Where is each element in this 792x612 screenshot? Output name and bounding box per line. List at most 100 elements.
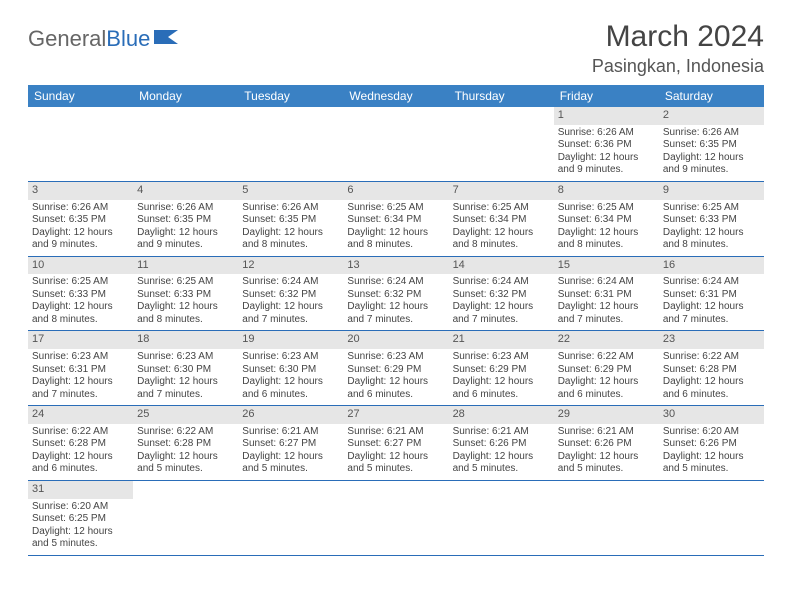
- day-details: Sunrise: 6:24 AMSunset: 6:31 PMDaylight:…: [554, 274, 659, 330]
- day-number: 3: [28, 182, 133, 200]
- day-header: Tuesday: [238, 85, 343, 107]
- day-details: Sunrise: 6:25 AMSunset: 6:33 PMDaylight:…: [659, 200, 764, 256]
- day-header: Monday: [133, 85, 238, 107]
- calendar-cell: 11Sunrise: 6:25 AMSunset: 6:33 PMDayligh…: [133, 256, 238, 331]
- day-details: Sunrise: 6:25 AMSunset: 6:34 PMDaylight:…: [554, 200, 659, 256]
- day-number: 2: [659, 107, 764, 125]
- calendar-cell: [449, 107, 554, 181]
- day-number: 22: [554, 331, 659, 349]
- calendar-cell: 9Sunrise: 6:25 AMSunset: 6:33 PMDaylight…: [659, 181, 764, 256]
- day-number: 1: [554, 107, 659, 125]
- day-number: 4: [133, 182, 238, 200]
- calendar-cell: 24Sunrise: 6:22 AMSunset: 6:28 PMDayligh…: [28, 406, 133, 481]
- calendar-table: SundayMondayTuesdayWednesdayThursdayFrid…: [28, 85, 764, 556]
- calendar-week-row: 31Sunrise: 6:20 AMSunset: 6:25 PMDayligh…: [28, 480, 764, 555]
- calendar-cell: 30Sunrise: 6:20 AMSunset: 6:26 PMDayligh…: [659, 406, 764, 481]
- day-number: 26: [238, 406, 343, 424]
- day-details: Sunrise: 6:22 AMSunset: 6:28 PMDaylight:…: [28, 424, 133, 480]
- calendar-cell: [133, 107, 238, 181]
- calendar-cell: 14Sunrise: 6:24 AMSunset: 6:32 PMDayligh…: [449, 256, 554, 331]
- calendar-body: 1Sunrise: 6:26 AMSunset: 6:36 PMDaylight…: [28, 107, 764, 555]
- calendar-cell: 2Sunrise: 6:26 AMSunset: 6:35 PMDaylight…: [659, 107, 764, 181]
- day-number: [238, 481, 343, 499]
- day-details: Sunrise: 6:22 AMSunset: 6:29 PMDaylight:…: [554, 349, 659, 405]
- calendar-cell: 4Sunrise: 6:26 AMSunset: 6:35 PMDaylight…: [133, 181, 238, 256]
- day-number: 7: [449, 182, 554, 200]
- day-details: Sunrise: 6:23 AMSunset: 6:29 PMDaylight:…: [343, 349, 448, 405]
- day-details: Sunrise: 6:24 AMSunset: 6:32 PMDaylight:…: [343, 274, 448, 330]
- day-number: [133, 481, 238, 499]
- day-details: Sunrise: 6:23 AMSunset: 6:31 PMDaylight:…: [28, 349, 133, 405]
- day-details: Sunrise: 6:25 AMSunset: 6:33 PMDaylight:…: [133, 274, 238, 330]
- day-number: 29: [554, 406, 659, 424]
- calendar-week-row: 17Sunrise: 6:23 AMSunset: 6:31 PMDayligh…: [28, 331, 764, 406]
- day-details: Sunrise: 6:24 AMSunset: 6:31 PMDaylight:…: [659, 274, 764, 330]
- calendar-cell: [133, 480, 238, 555]
- day-details: Sunrise: 6:22 AMSunset: 6:28 PMDaylight:…: [133, 424, 238, 480]
- day-number: [238, 107, 343, 125]
- day-details: Sunrise: 6:25 AMSunset: 6:34 PMDaylight:…: [343, 200, 448, 256]
- calendar-week-row: 3Sunrise: 6:26 AMSunset: 6:35 PMDaylight…: [28, 181, 764, 256]
- day-number: 10: [28, 257, 133, 275]
- day-number: 25: [133, 406, 238, 424]
- day-details: Sunrise: 6:26 AMSunset: 6:35 PMDaylight:…: [28, 200, 133, 256]
- day-details: Sunrise: 6:26 AMSunset: 6:35 PMDaylight:…: [133, 200, 238, 256]
- calendar-cell: 25Sunrise: 6:22 AMSunset: 6:28 PMDayligh…: [133, 406, 238, 481]
- day-number: 30: [659, 406, 764, 424]
- day-details: Sunrise: 6:25 AMSunset: 6:34 PMDaylight:…: [449, 200, 554, 256]
- day-number: 17: [28, 331, 133, 349]
- day-number: 21: [449, 331, 554, 349]
- day-details: Sunrise: 6:26 AMSunset: 6:35 PMDaylight:…: [659, 125, 764, 181]
- calendar-cell: [449, 480, 554, 555]
- calendar-cell: 26Sunrise: 6:21 AMSunset: 6:27 PMDayligh…: [238, 406, 343, 481]
- day-details: Sunrise: 6:26 AMSunset: 6:35 PMDaylight:…: [238, 200, 343, 256]
- calendar-week-row: 10Sunrise: 6:25 AMSunset: 6:33 PMDayligh…: [28, 256, 764, 331]
- flag-icon: [154, 26, 180, 52]
- calendar-cell: 10Sunrise: 6:25 AMSunset: 6:33 PMDayligh…: [28, 256, 133, 331]
- day-details: Sunrise: 6:21 AMSunset: 6:27 PMDaylight:…: [238, 424, 343, 480]
- calendar-cell: 15Sunrise: 6:24 AMSunset: 6:31 PMDayligh…: [554, 256, 659, 331]
- logo-text-blue: Blue: [106, 26, 150, 52]
- calendar-cell: [238, 480, 343, 555]
- page-header: GeneralBlue March 2024 Pasingkan, Indone…: [28, 20, 764, 77]
- calendar-cell: 8Sunrise: 6:25 AMSunset: 6:34 PMDaylight…: [554, 181, 659, 256]
- calendar-cell: [554, 480, 659, 555]
- calendar-cell: 29Sunrise: 6:21 AMSunset: 6:26 PMDayligh…: [554, 406, 659, 481]
- day-number: [28, 107, 133, 125]
- calendar-cell: [343, 107, 448, 181]
- calendar-cell: 17Sunrise: 6:23 AMSunset: 6:31 PMDayligh…: [28, 331, 133, 406]
- calendar-week-row: 24Sunrise: 6:22 AMSunset: 6:28 PMDayligh…: [28, 406, 764, 481]
- day-header: Sunday: [28, 85, 133, 107]
- title-block: March 2024 Pasingkan, Indonesia: [592, 20, 764, 77]
- day-number: 20: [343, 331, 448, 349]
- day-details: Sunrise: 6:26 AMSunset: 6:36 PMDaylight:…: [554, 125, 659, 181]
- day-number: 24: [28, 406, 133, 424]
- calendar-cell: [238, 107, 343, 181]
- day-number: 23: [659, 331, 764, 349]
- calendar-cell: 18Sunrise: 6:23 AMSunset: 6:30 PMDayligh…: [133, 331, 238, 406]
- day-number: [343, 107, 448, 125]
- day-details: Sunrise: 6:25 AMSunset: 6:33 PMDaylight:…: [28, 274, 133, 330]
- calendar-cell: [659, 480, 764, 555]
- calendar-cell: 19Sunrise: 6:23 AMSunset: 6:30 PMDayligh…: [238, 331, 343, 406]
- day-header: Saturday: [659, 85, 764, 107]
- day-details: Sunrise: 6:22 AMSunset: 6:28 PMDaylight:…: [659, 349, 764, 405]
- logo-text-general: General: [28, 26, 106, 52]
- day-number: [343, 481, 448, 499]
- day-number: 6: [343, 182, 448, 200]
- day-number: 9: [659, 182, 764, 200]
- day-number: 12: [238, 257, 343, 275]
- day-number: 31: [28, 481, 133, 499]
- day-number: [659, 481, 764, 499]
- calendar-cell: 31Sunrise: 6:20 AMSunset: 6:25 PMDayligh…: [28, 480, 133, 555]
- day-number: [554, 481, 659, 499]
- calendar-week-row: 1Sunrise: 6:26 AMSunset: 6:36 PMDaylight…: [28, 107, 764, 181]
- calendar-head: SundayMondayTuesdayWednesdayThursdayFrid…: [28, 85, 764, 107]
- calendar-cell: 21Sunrise: 6:23 AMSunset: 6:29 PMDayligh…: [449, 331, 554, 406]
- day-details: Sunrise: 6:21 AMSunset: 6:26 PMDaylight:…: [554, 424, 659, 480]
- calendar-cell: 16Sunrise: 6:24 AMSunset: 6:31 PMDayligh…: [659, 256, 764, 331]
- day-number: 5: [238, 182, 343, 200]
- day-number: 16: [659, 257, 764, 275]
- day-number: 28: [449, 406, 554, 424]
- day-details: Sunrise: 6:20 AMSunset: 6:25 PMDaylight:…: [28, 499, 133, 555]
